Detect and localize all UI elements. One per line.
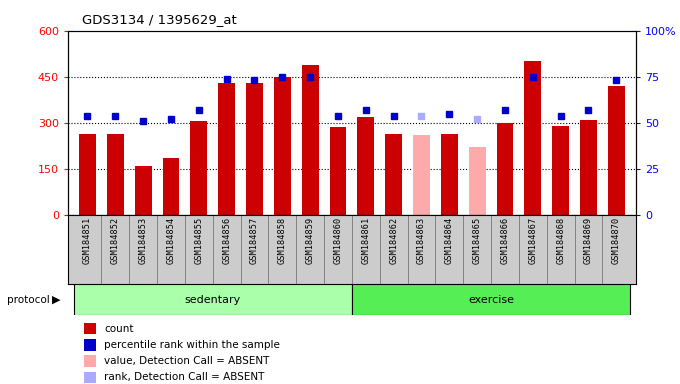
Text: GSM184865: GSM184865: [473, 217, 481, 264]
Bar: [84, 339, 97, 351]
Text: GSM184861: GSM184861: [361, 217, 371, 264]
Bar: [469, 147, 486, 215]
Bar: [218, 83, 235, 215]
Text: GSM184857: GSM184857: [250, 217, 259, 264]
Text: GSM184870: GSM184870: [612, 217, 621, 264]
Bar: [107, 134, 124, 215]
Text: exercise: exercise: [468, 295, 514, 305]
Text: GSM184856: GSM184856: [222, 217, 231, 264]
Text: GSM184866: GSM184866: [500, 217, 509, 264]
Text: GSM184853: GSM184853: [139, 217, 148, 264]
Text: GSM184863: GSM184863: [417, 217, 426, 264]
Bar: [246, 83, 263, 215]
Bar: [73, 284, 352, 315]
Bar: [441, 134, 458, 215]
Text: GSM184862: GSM184862: [389, 217, 398, 264]
Bar: [84, 323, 97, 334]
Text: GSM184852: GSM184852: [111, 217, 120, 264]
Text: count: count: [105, 323, 134, 334]
Text: value, Detection Call = ABSENT: value, Detection Call = ABSENT: [105, 356, 270, 366]
Bar: [580, 120, 597, 215]
Text: GSM184864: GSM184864: [445, 217, 454, 264]
Text: GSM184860: GSM184860: [333, 217, 343, 264]
Bar: [274, 77, 290, 215]
Text: GSM184867: GSM184867: [528, 217, 537, 264]
Text: GSM184868: GSM184868: [556, 217, 565, 264]
Text: protocol: protocol: [7, 295, 50, 305]
Text: sedentary: sedentary: [184, 295, 241, 305]
Text: GSM184851: GSM184851: [83, 217, 92, 264]
Text: ▶: ▶: [52, 295, 61, 305]
Text: GSM184858: GSM184858: [278, 217, 287, 264]
Bar: [190, 121, 207, 215]
Bar: [79, 134, 96, 215]
Text: GDS3134 / 1395629_at: GDS3134 / 1395629_at: [82, 13, 237, 26]
Bar: [163, 158, 180, 215]
Bar: [302, 65, 318, 215]
Text: GSM184859: GSM184859: [305, 217, 315, 264]
Bar: [330, 127, 346, 215]
Text: GSM184854: GSM184854: [167, 217, 175, 264]
Bar: [352, 284, 630, 315]
Text: GSM184869: GSM184869: [584, 217, 593, 264]
Text: GSM184855: GSM184855: [194, 217, 203, 264]
Bar: [358, 117, 374, 215]
Bar: [552, 126, 569, 215]
Bar: [84, 372, 97, 383]
Text: percentile rank within the sample: percentile rank within the sample: [105, 340, 280, 350]
Bar: [413, 135, 430, 215]
Text: rank, Detection Call = ABSENT: rank, Detection Call = ABSENT: [105, 372, 265, 382]
Bar: [496, 123, 513, 215]
Bar: [84, 355, 97, 367]
Bar: [135, 166, 152, 215]
Bar: [524, 61, 541, 215]
Bar: [608, 86, 625, 215]
Bar: [386, 134, 402, 215]
